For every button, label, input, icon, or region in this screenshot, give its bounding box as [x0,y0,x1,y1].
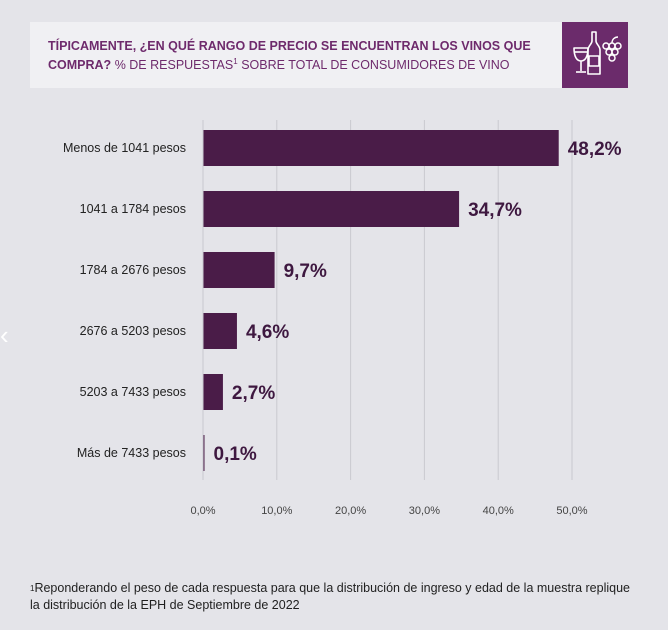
bar-chart: 0,0% 10,0% 20,0% 30,0% 40,0% 50,0% Menos de 10… [63,120,622,517]
category-label: 2676 a 5203 pesos [80,324,186,338]
category-label: 5203 a 7433 pesos [80,385,186,399]
value-label: 48,2% [568,139,622,160]
x-tick-label: 30,0% [409,505,440,517]
category-label: 1784 a 2676 pesos [80,263,186,277]
value-label: 4,6% [246,322,289,343]
bar [203,252,275,288]
chevron-left-icon[interactable]: ‹ [0,320,9,350]
chart-title-metric: % DE RESPUESTAS [114,58,234,73]
x-tick-label: 50,0% [556,505,587,517]
bar [203,130,559,166]
footnote-mark: 1 [30,584,35,593]
value-label: 0,1% [214,444,257,465]
bar [203,374,223,410]
chart-title: TÍPICAMENTE, ¿EN QUÉ RANGO DE PRECIO SE … [48,39,548,73]
value-label: 2,7% [232,383,275,404]
category-label: 1041 a 1784 pesos [80,202,186,216]
bar [203,435,205,471]
chart-title-question: TÍPICAMENTE, ¿EN QUÉ RANGO DE PRECIO SE … [48,39,531,73]
x-tick-label: 10,0% [261,505,292,517]
chart-header: TÍPICAMENTE, ¿EN QUÉ RANGO DE PRECIO SE … [30,22,628,88]
footnote: 1Reponderando el peso de cada respuesta … [30,580,630,614]
bar [203,313,237,349]
bar [203,191,460,227]
wine-icon-graphic [573,31,622,75]
category-label: Más de 7433 pesos [77,446,186,460]
x-tick-label: 40,0% [483,505,514,517]
footnote-text: Reponderando el peso de cada respuesta p… [30,581,630,612]
chart-title-footnote-mark: 1 [233,57,238,66]
value-label: 34,7% [468,200,522,221]
chart-title-base: SOBRE TOTAL DE CONSUMIDORES DE VINO [241,58,510,73]
x-tick-label: 20,0% [335,505,366,517]
x-tick-label: 0,0% [190,505,215,517]
value-label: 9,7% [284,261,327,282]
category-label: Menos de 1041 pesos [63,141,186,155]
wine-bottle-glass-grapes-icon [562,22,628,88]
